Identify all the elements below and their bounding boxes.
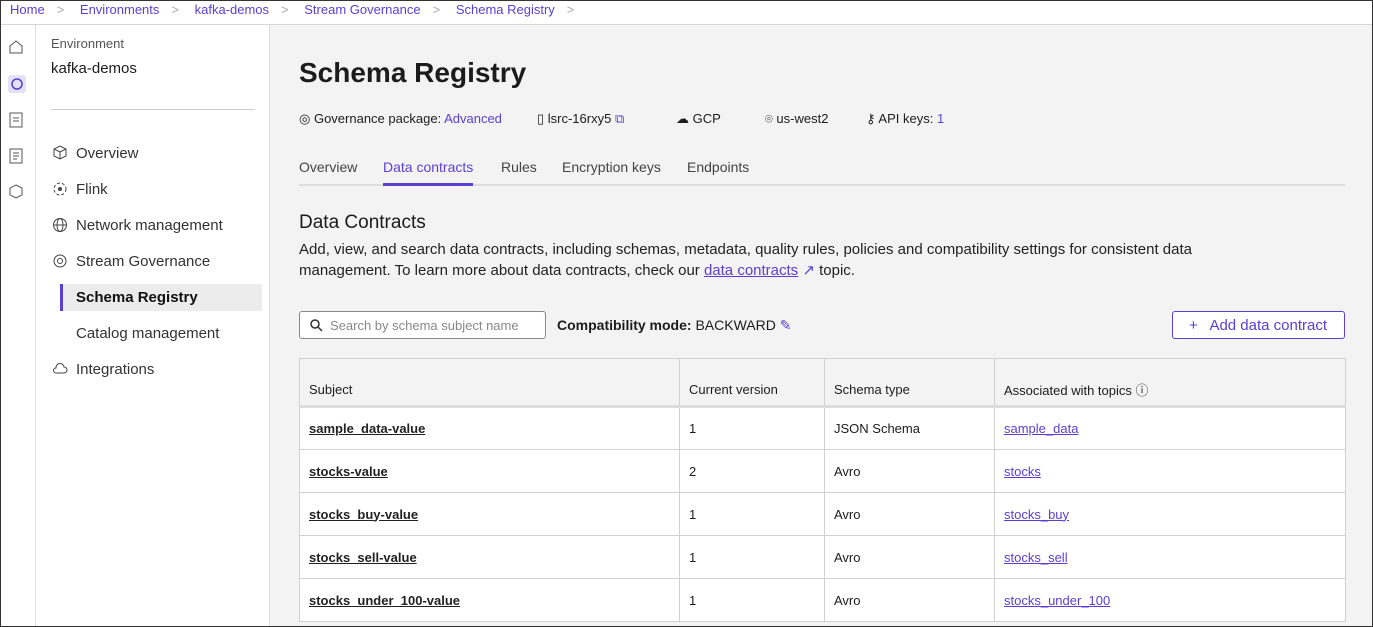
contracts-table: Subject Current version Schema type Associa…	[299, 358, 1346, 622]
cell[interactable]: stocks_under_100-value	[299, 578, 680, 622]
region: us-west2	[776, 111, 829, 126]
tab[interactable]: Overview	[299, 159, 358, 175]
cell[interactable]: stocks_buy	[994, 492, 1346, 536]
tab[interactable]: Data contracts	[383, 159, 474, 186]
nav-item[interactable]: Integrations	[76, 361, 155, 378]
table-row: stocks_buy-value 1 Avro stocks_buy	[299, 492, 1346, 536]
cell: 1	[679, 535, 825, 579]
column-header: Subject	[299, 358, 680, 408]
meta-label: Governance package:	[313, 111, 442, 126]
column-header: Schema type	[824, 358, 995, 408]
cell[interactable]: stocks	[994, 449, 1346, 493]
edit-icon[interactable]: ✎	[779, 317, 792, 333]
meta-cloud: ☁ GCP	[676, 111, 721, 126]
crumb[interactable]: Stream Governance	[304, 2, 421, 17]
meta-region: ⌾ us-west2	[765, 111, 829, 126]
home-icon[interactable]	[8, 39, 24, 55]
column-header: Associated with topics ⓘ	[994, 358, 1346, 408]
column-header: Current version	[679, 358, 825, 408]
crumb[interactable]: Schema Registry	[455, 2, 555, 17]
cell[interactable]: stocks-value	[299, 449, 680, 493]
breadcrumbs: Home > Environments > kafka-demos > Stream …	[0, 0, 1373, 25]
nav-icon	[53, 182, 67, 196]
nav-icon	[53, 145, 67, 160]
cell: Avro	[824, 492, 995, 536]
env-name: kafka-demos	[51, 60, 137, 77]
crumb[interactable]: Environments	[79, 2, 160, 17]
tabs: Overview Data contracts Rules Encryption…	[299, 159, 1345, 186]
table-row: stocks_sell-value 1 Avro stocks_sell	[299, 535, 1346, 579]
nav-item[interactable]: Schema Registry	[76, 289, 198, 306]
crumb[interactable]: kafka-demos	[194, 2, 270, 17]
desc-link[interactable]: data contracts	[703, 262, 799, 279]
cell: 1	[679, 492, 825, 536]
doc-icon[interactable]	[8, 112, 24, 128]
nav-item[interactable]: Network management	[76, 217, 223, 234]
meta-api-keys: ⚷ API keys: 1	[866, 111, 945, 126]
cell: Avro	[824, 535, 995, 579]
icon-rail	[0, 25, 36, 627]
nav-icon	[53, 363, 68, 374]
page-title: Schema Registry	[299, 57, 527, 88]
cell: JSON Schema	[824, 406, 995, 450]
env-label: Environment	[51, 36, 124, 51]
cube-icon[interactable]	[8, 184, 24, 200]
nav-icon	[53, 218, 67, 232]
cell[interactable]: stocks_buy-value	[299, 492, 680, 536]
cell: 1	[679, 578, 825, 622]
nav-item[interactable]: Catalog management	[76, 325, 220, 342]
section-title: Data Contracts	[299, 212, 426, 233]
add-button-label: Add data contract	[1209, 317, 1328, 334]
cell[interactable]: stocks_sell-value	[299, 535, 680, 579]
search-placeholder: Search by schema subject name	[330, 318, 519, 333]
cell: 1	[679, 406, 825, 450]
nav-item[interactable]: Overview	[76, 145, 139, 162]
table-row: stocks-value 2 Avro stocks	[299, 449, 1346, 493]
meta-link[interactable]: Advanced	[444, 111, 502, 126]
cluster-id: lsrc-16rxy5	[547, 111, 612, 126]
compat-label: Compatibility mode:	[557, 317, 692, 333]
table-row: sample_data-value 1 JSON Schema sample_data	[299, 406, 1346, 450]
cell[interactable]: stocks_sell	[994, 535, 1346, 579]
desc-text: Add, view, and search data contracts, in…	[299, 241, 1192, 279]
meta-cluster: ▯ lsrc-16rxy5 ⧉	[537, 111, 625, 126]
cell: Avro	[824, 449, 995, 493]
sidebar: Environment kafka-demos Overview Flink N…	[36, 25, 270, 627]
cell[interactable]: sample_data	[994, 406, 1346, 450]
table-row: stocks_under_100-value 1 Avro stocks_under_…	[299, 578, 1346, 622]
active-nav-bg	[60, 284, 262, 311]
search-input[interactable]: Search by schema subject name	[299, 311, 546, 339]
tab[interactable]: Rules	[501, 159, 537, 175]
desc-text: topic.	[814, 262, 855, 279]
crumb[interactable]: Home	[10, 2, 45, 17]
meta-link[interactable]: 1	[936, 111, 945, 126]
tab[interactable]: Endpoints	[687, 159, 750, 175]
meta-label: API keys:	[878, 111, 934, 126]
nav-item[interactable]: Flink	[76, 181, 108, 198]
meta-governance: ◎ Governance package: Advanced	[299, 111, 502, 126]
cell: 2	[679, 449, 825, 493]
tab[interactable]: Encryption keys	[562, 159, 661, 175]
nav-item[interactable]: Stream Governance	[76, 253, 211, 270]
nav-icon	[53, 254, 67, 268]
section-description: Add, view, and search data contracts, in…	[299, 241, 1192, 279]
cloud: GCP	[692, 111, 721, 126]
list-icon[interactable]	[8, 148, 24, 164]
compat-value: BACKWARD	[695, 317, 776, 333]
governance-icon[interactable]	[8, 75, 26, 93]
cell[interactable]: sample_data-value	[299, 406, 680, 450]
cell: Avro	[824, 578, 995, 622]
compat-mode: Compatibility mode: BACKWARD ✎	[557, 317, 791, 334]
add-button[interactable]: + Add data contract	[1172, 311, 1345, 339]
cell[interactable]: stocks_under_100	[994, 578, 1346, 622]
